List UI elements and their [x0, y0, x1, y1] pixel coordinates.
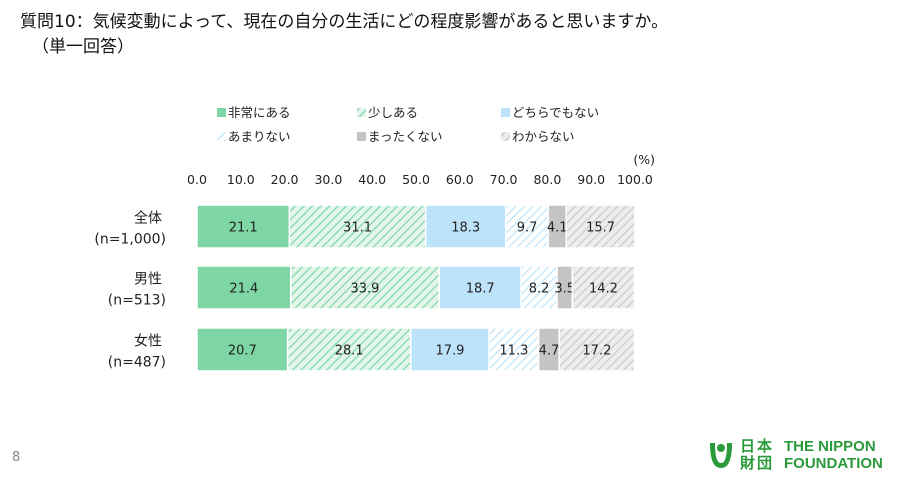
bar-segment: [196, 327, 289, 372]
question-text: 質問10：気候変動によって、現在の自分の生活にどの程度影響があると思いますか。: [20, 12, 669, 32]
x-tick-label: 20.0: [271, 172, 299, 187]
data-label: 11.3: [499, 344, 528, 359]
data-label: 18.3: [451, 221, 480, 236]
x-tick-label: 0.0: [187, 172, 207, 187]
bar-segment: [409, 327, 490, 372]
bar-segment: [565, 204, 636, 249]
legend-swatch: [357, 108, 366, 117]
category-labels: 全体 (n=1,000) 男性 (n=513) 女性 (n=487): [94, 210, 166, 371]
category-label: 男性: [134, 272, 162, 288]
legend-label: あまりない: [228, 129, 291, 144]
bar-segment: [438, 265, 522, 310]
bar-segment: [289, 265, 440, 310]
bar-segment: [571, 265, 636, 310]
data-label: 33.9: [350, 282, 379, 297]
page-title: 質問10：気候変動によって、現在の自分の生活にどの程度影響があると思いますか。 …: [20, 10, 880, 60]
x-tick-label: 100.0: [617, 172, 653, 187]
data-label: 28.1: [335, 344, 364, 359]
page-number: 8: [12, 450, 21, 465]
category-label: 女性: [134, 333, 162, 350]
data-label: 20.7: [228, 344, 257, 359]
x-axis: (%) 0.0 10.0 20.0 30.0 40.0 50.0 60.0 70.0 80.0 90…: [187, 152, 655, 187]
nippon-foundation-logo: 日本 財団 THE NIPPON FOUNDATION: [706, 436, 896, 476]
legend-label: わからない: [512, 129, 575, 144]
data-label: 17.9: [435, 344, 464, 359]
category-label: 全体: [134, 210, 162, 227]
legend-swatch: [357, 132, 366, 141]
x-tick-label: 40.0: [358, 172, 386, 187]
data-label: 21.1: [229, 221, 258, 236]
bar-segment: [505, 204, 550, 249]
bar-segment: [196, 204, 291, 249]
data-label: 21.4: [229, 282, 258, 297]
bar-segment: [558, 327, 636, 372]
x-tick-label: 50.0: [402, 172, 430, 187]
nippon-foundation-emblem-icon: [710, 443, 732, 468]
data-label: 9.7: [517, 221, 538, 236]
x-tick-label: 90.0: [577, 172, 605, 187]
logo-japanese: 日本 財団: [740, 437, 775, 472]
data-label: 4.7: [539, 344, 560, 359]
legend-label: まったくない: [368, 129, 443, 144]
category-sample-size: (n=1,000): [94, 232, 166, 248]
category-sample-size: (n=513): [108, 293, 166, 309]
x-tick-label: 60.0: [446, 172, 474, 187]
logo-english: THE NIPPON FOUNDATION: [784, 438, 883, 472]
bar-segment: [488, 327, 540, 372]
legend-label: 非常にある: [228, 105, 291, 120]
legend-label: どちらでもない: [512, 105, 599, 120]
answer-type-note: （単一回答）: [32, 37, 134, 57]
legend-swatch: [501, 108, 510, 117]
data-label: 8.2: [529, 282, 550, 297]
legend-label: 少しある: [368, 105, 418, 120]
legend-swatch: [501, 132, 510, 141]
bars: 21.1 31.1 18.3 9.7 4.1 15.7 21.4 33.9 18.7 8.2 3.5…: [196, 204, 636, 372]
data-label: 14.2: [589, 282, 618, 297]
x-tick-label: 80.0: [533, 172, 561, 187]
x-tick-label: 10.0: [227, 172, 255, 187]
legend-swatch: [217, 108, 226, 117]
bar-segment: [196, 265, 292, 310]
data-label: 4.1: [547, 221, 568, 236]
category-sample-size: (n=487): [108, 355, 166, 371]
bar-segment: [286, 327, 412, 372]
data-label: 18.7: [466, 282, 495, 297]
data-label: 3.5: [554, 282, 575, 297]
legend-swatch: [217, 132, 226, 141]
data-label: 17.2: [582, 344, 611, 359]
x-tick-label: 70.0: [490, 172, 518, 187]
bar-segment: [424, 204, 507, 249]
data-label: 15.7: [586, 221, 615, 236]
x-tick-label: 30.0: [314, 172, 342, 187]
unit-label: (%): [633, 152, 655, 167]
bar-segment: [520, 265, 558, 310]
data-label: 31.1: [343, 221, 372, 236]
